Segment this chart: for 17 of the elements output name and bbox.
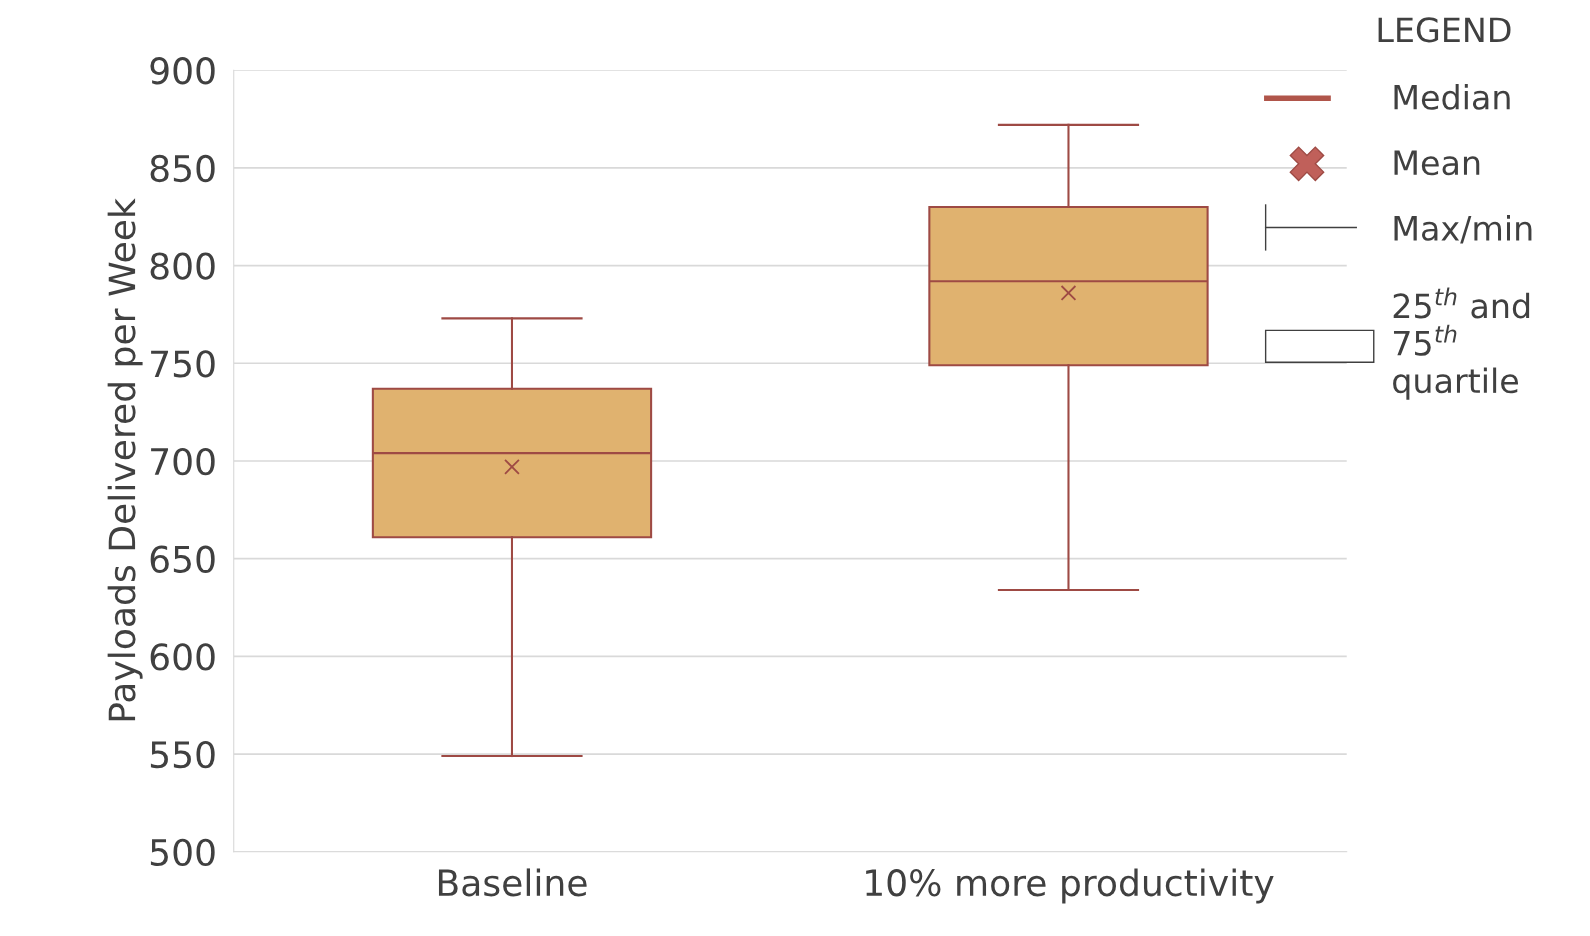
y-tick-label: 500 <box>150 838 215 866</box>
y-tick-label: 850 <box>150 154 215 183</box>
text: Median <box>1394 84 1510 110</box>
y-tick-label: 650 <box>150 545 215 573</box>
y-tick-label: 800 <box>150 252 215 280</box>
y-tick-label: 750 <box>151 350 215 378</box>
y-tick-label: 700 <box>151 447 215 476</box>
y-tick-label: 600 <box>150 643 215 671</box>
y-tick-label: 550 <box>150 740 215 769</box>
text: Max/min <box>1394 215 1532 244</box>
y-axis-title: Payloads Delivered per Week <box>107 198 143 721</box>
text: 25$^{th}$ and 75$^{th}$ quartile <box>1393 287 1530 400</box>
x-tick-label: Baseline <box>438 868 587 897</box>
text: Mean <box>1394 150 1480 176</box>
x-tick-label: 10% more productivity <box>866 868 1274 904</box>
text: LEGEND <box>1378 17 1511 43</box>
y-tick-label: 900 <box>150 57 215 85</box>
